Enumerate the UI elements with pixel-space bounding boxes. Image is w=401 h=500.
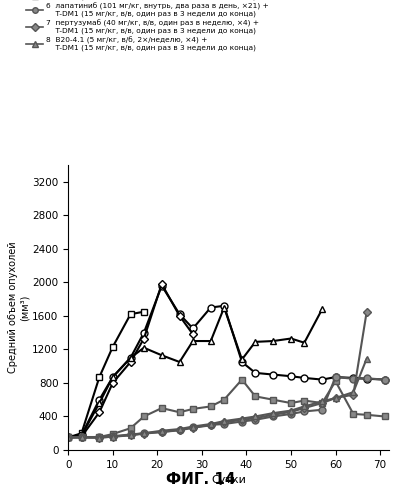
X-axis label: Сутки: Сутки [211, 476, 246, 486]
Text: ФИГ. 14: ФИГ. 14 [166, 472, 235, 488]
Y-axis label: Средний объем опухолей
(мм³): Средний объем опухолей (мм³) [8, 242, 29, 374]
Legend: 1  PBS (в/в, один раз в неделю, ×4), 2  лапатиниб (101 мг/кг, внутрь, два раза в: 1 PBS (в/в, один раз в неделю, ×4), 2 ла… [26, 0, 268, 51]
